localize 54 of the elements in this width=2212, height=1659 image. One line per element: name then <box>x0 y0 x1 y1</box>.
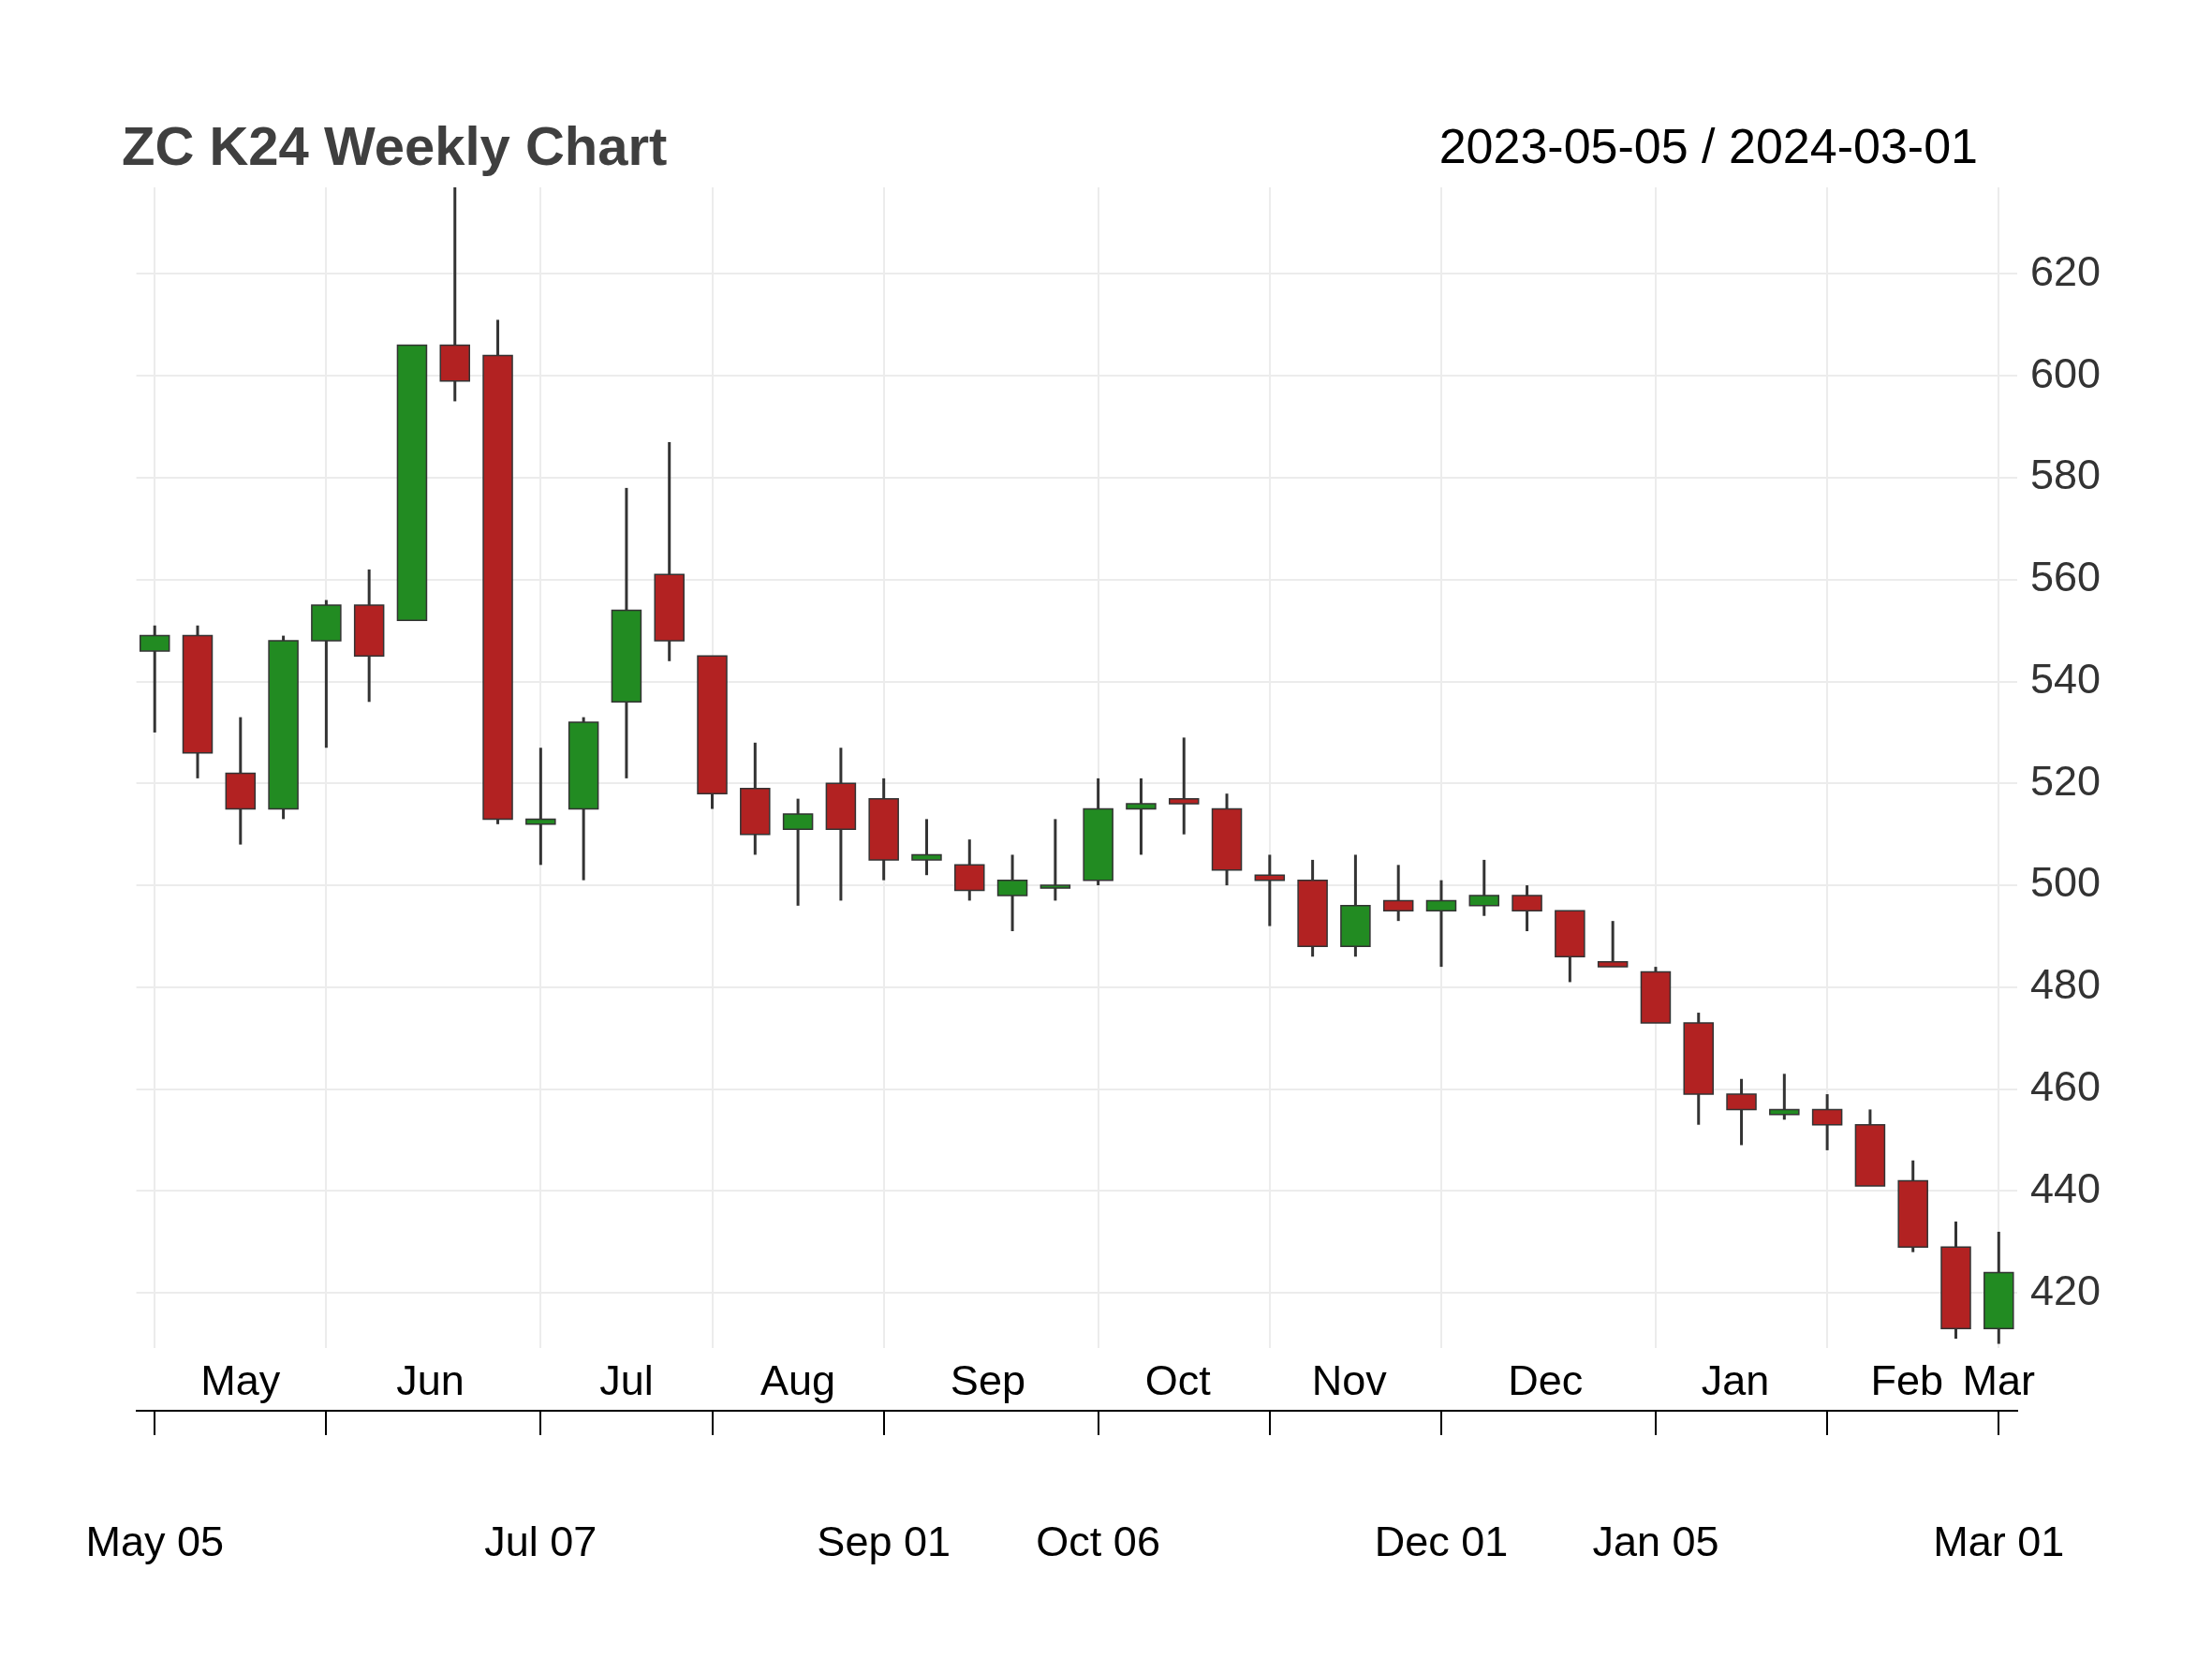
candlestick <box>1897 1159 1928 1252</box>
x-tick-label: Jul 07 <box>484 1518 597 1566</box>
candlestick <box>1340 854 1371 958</box>
candlestick <box>1297 858 1328 958</box>
candlestick <box>1640 967 1672 1024</box>
candlestick <box>825 748 857 901</box>
candlestick <box>225 717 257 845</box>
candlestick <box>353 568 385 703</box>
x2-tick-label: Sep <box>950 1356 1025 1405</box>
candlestick <box>697 655 728 809</box>
y-tick-label: 420 <box>2029 1266 2101 1314</box>
y-tick-label: 540 <box>2029 654 2101 703</box>
candlestick <box>396 344 428 622</box>
candlestick <box>439 187 471 402</box>
y-tick-label: 440 <box>2029 1163 2101 1212</box>
y-tick-label: 580 <box>2029 451 2101 499</box>
x2-tick-label: Jun <box>396 1356 465 1405</box>
candlestick <box>1940 1222 1971 1341</box>
candlestick <box>740 741 771 855</box>
candlestick <box>1211 793 1243 887</box>
candlestick <box>1983 1230 2014 1344</box>
candlestick <box>868 777 899 881</box>
y-tick-label: 560 <box>2029 553 2101 601</box>
candlestick <box>1083 777 1113 887</box>
candlestick <box>1555 910 1585 983</box>
x2-tick-label: May <box>200 1356 281 1405</box>
candlestick <box>654 440 685 661</box>
y-tick-label: 600 <box>2029 348 2101 397</box>
x-tick-label: Oct 06 <box>1036 1518 1160 1566</box>
x2-tick-label: Jan <box>1701 1356 1770 1405</box>
x-tick-label: May 05 <box>85 1518 224 1566</box>
x-tick-label: Mar 01 <box>1933 1518 2065 1566</box>
x2-tick-label: Nov <box>1311 1356 1388 1405</box>
chart-title: ZC K24 Weekly Chart <box>122 114 668 177</box>
candlestick <box>182 625 214 778</box>
y-tick-label: 480 <box>2029 960 2101 1009</box>
x2-tick-label: Oct <box>1144 1356 1212 1405</box>
x2-tick-label: Aug <box>760 1356 836 1405</box>
x-tick-label: Dec 01 <box>1374 1518 1509 1566</box>
candlestick <box>611 486 642 778</box>
x2-tick-label: Jul <box>599 1356 654 1405</box>
candlestick <box>482 319 513 824</box>
y-tick-label: 500 <box>2029 858 2101 907</box>
y-tick-label: 620 <box>2029 246 2101 295</box>
candlestick <box>1854 1109 1886 1187</box>
x-tick-label: Jan 05 <box>1592 1518 1719 1566</box>
x2-tick-label: Dec <box>1508 1356 1584 1405</box>
candlestick <box>1683 1013 1714 1125</box>
y-tick-label: 460 <box>2029 1062 2101 1111</box>
x-tick-label: Sep 01 <box>817 1518 951 1566</box>
x2-tick-label: Feb <box>1870 1356 1943 1405</box>
chart-subtitle: 2023-05-05 / 2024-03-01 <box>1438 118 1978 174</box>
y-tick-label: 520 <box>2029 756 2101 805</box>
x2-tick-label: Mar <box>1962 1356 2036 1405</box>
